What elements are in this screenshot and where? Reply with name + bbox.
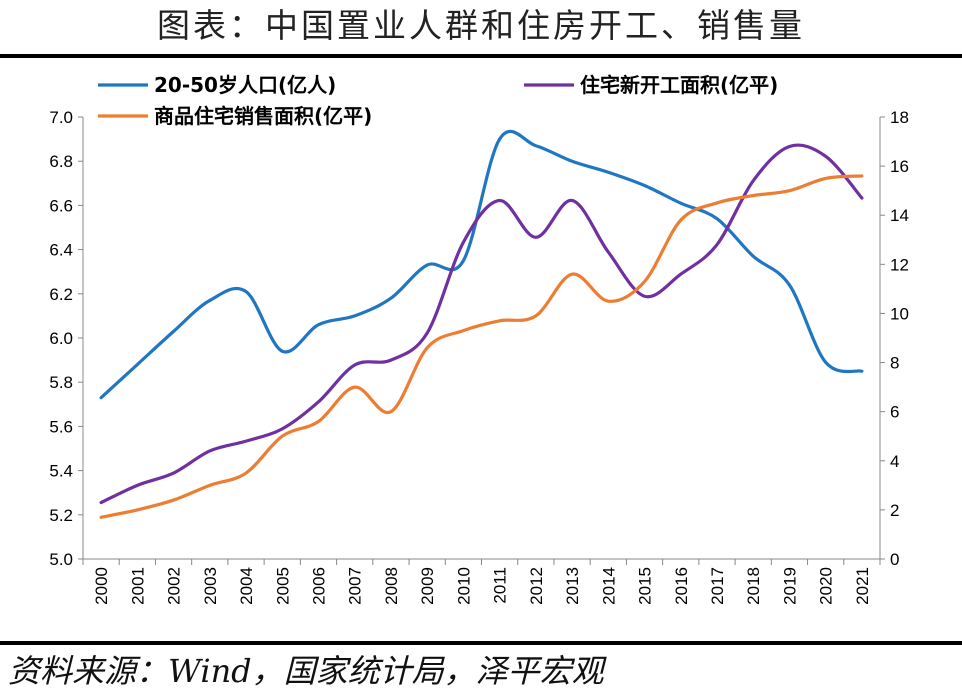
line-chart: 5.0 5.2 5.4 5.6 5.8 6.0 6.2 6.4 6.6 6.8 7.0 0 2 4 6 8 1… — [49, 73, 909, 605]
x-tick-label: 2006 — [309, 567, 328, 605]
right-tick-label: 14 — [890, 206, 909, 225]
x-tick-label: 2005 — [273, 567, 292, 605]
right-tick-label: 16 — [890, 157, 909, 176]
left-tick-label: 5.8 — [49, 373, 73, 392]
x-tick-label: 2001 — [128, 567, 147, 605]
left-tick-label: 5.2 — [49, 506, 73, 525]
axes-frame — [82, 117, 881, 560]
left-tick-label: 5.4 — [49, 462, 73, 481]
legend-label: 20-50岁人口(亿人) — [154, 73, 336, 97]
right-tick-label: 8 — [890, 354, 899, 373]
left-tick-label: 6.0 — [49, 329, 73, 348]
x-tick-label: 2010 — [454, 567, 473, 605]
x-tick-label: 2011 — [491, 567, 510, 604]
left-tick-label: 6.2 — [49, 285, 73, 304]
left-tick-label: 7.0 — [49, 108, 73, 127]
x-tick-label: 2016 — [672, 567, 691, 605]
x-tick-label: 2008 — [382, 567, 401, 605]
left-axis-ticks: 5.0 5.2 5.4 5.6 5.8 6.0 6.2 6.4 6.6 6.8 7.0 — [49, 108, 83, 569]
left-tick-label: 5.6 — [49, 417, 73, 436]
chart-title: 图表：中国置业人群和住房开工、销售量 — [157, 6, 805, 45]
left-tick-label: 5.0 — [49, 550, 73, 569]
right-tick-label: 10 — [890, 304, 909, 323]
right-tick-label: 12 — [890, 255, 909, 274]
x-tick-label: 2015 — [636, 567, 655, 605]
x-tick-label: 2000 — [92, 567, 111, 605]
source-note: 资料来源：Wind，国家统计局，泽平宏观 — [8, 652, 604, 690]
right-tick-label: 18 — [890, 108, 909, 127]
x-tick-label: 2018 — [744, 567, 763, 605]
x-tick-label: 2020 — [817, 567, 836, 605]
right-tick-label: 2 — [890, 501, 899, 520]
x-tick-label: 2017 — [708, 567, 727, 605]
left-tick-label: 6.4 — [49, 241, 73, 260]
right-axis-ticks: 0 2 4 6 8 10 12 14 16 18 — [880, 108, 909, 569]
right-tick-label: 6 — [890, 403, 899, 422]
x-tick-label: 2003 — [201, 567, 220, 605]
x-tick-label: 2014 — [599, 567, 618, 605]
series-lines — [99, 129, 864, 519]
series-line-2 — [99, 174, 864, 519]
x-tick-label: 2009 — [418, 567, 437, 605]
left-tick-label: 6.6 — [49, 196, 73, 215]
legend: 20-50岁人口(亿人) 住宅新开工面积(亿平) 商品住宅销售面积(亿平) — [98, 73, 778, 128]
x-tick-label: 2012 — [527, 567, 546, 605]
legend-label: 商品住宅销售面积(亿平) — [154, 104, 372, 128]
x-tick-label: 2021 — [853, 567, 872, 605]
legend-label: 住宅新开工面积(亿平) — [580, 73, 778, 97]
right-tick-label: 4 — [890, 452, 899, 471]
series-line-0 — [99, 129, 864, 400]
x-tick-label: 2007 — [346, 567, 365, 605]
left-tick-label: 6.8 — [49, 152, 73, 171]
footer-divider — [0, 641, 962, 645]
series-line-1 — [99, 143, 864, 505]
title-divider — [0, 54, 962, 58]
x-tick-label: 2019 — [780, 567, 799, 605]
x-axis-ticks: 2000 2001 2002 2003 2004 2005 2006 2007 2008 2009… — [82, 559, 881, 605]
x-tick-label: 2013 — [563, 567, 582, 605]
x-tick-label: 2002 — [165, 567, 184, 605]
x-tick-label: 2004 — [237, 567, 256, 605]
right-tick-label: 0 — [890, 550, 899, 569]
